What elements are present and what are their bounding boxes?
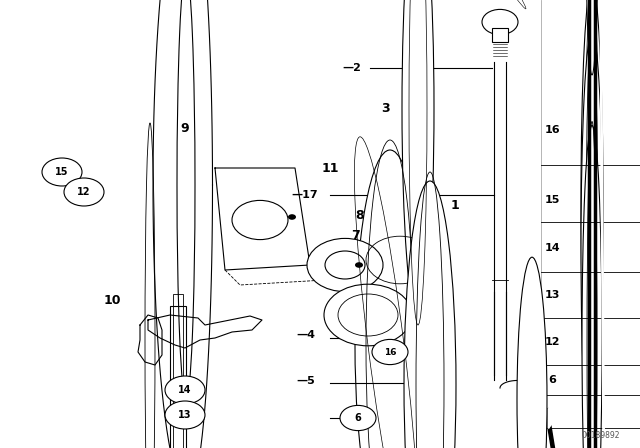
Circle shape	[482, 9, 518, 34]
Circle shape	[307, 238, 383, 292]
Text: 11: 11	[321, 161, 339, 175]
Ellipse shape	[402, 0, 434, 319]
Ellipse shape	[581, 0, 603, 416]
Text: 3: 3	[381, 102, 389, 115]
Text: 7: 7	[351, 228, 360, 241]
Polygon shape	[548, 408, 620, 448]
Text: —17: —17	[292, 190, 318, 200]
Circle shape	[372, 340, 408, 365]
Text: 14: 14	[179, 385, 192, 395]
Text: 13: 13	[544, 290, 560, 300]
Ellipse shape	[404, 181, 456, 448]
Text: 13: 13	[179, 410, 192, 420]
Polygon shape	[153, 0, 212, 448]
Text: 12: 12	[544, 337, 560, 347]
Bar	[492, 28, 508, 42]
Text: 16: 16	[544, 125, 560, 135]
Circle shape	[288, 214, 296, 220]
Polygon shape	[148, 315, 262, 348]
Text: 15: 15	[544, 195, 560, 205]
Text: 1: 1	[451, 198, 460, 211]
Circle shape	[324, 284, 412, 346]
Polygon shape	[215, 168, 310, 270]
Circle shape	[165, 376, 205, 404]
Circle shape	[352, 226, 448, 293]
Ellipse shape	[585, 0, 599, 75]
Bar	[588, 136, 596, 448]
Circle shape	[340, 405, 376, 431]
Ellipse shape	[581, 32, 603, 448]
Text: 10: 10	[103, 293, 121, 306]
Text: 9: 9	[180, 121, 189, 134]
Text: 12: 12	[77, 187, 91, 197]
Text: 15: 15	[55, 167, 68, 177]
Circle shape	[42, 158, 82, 186]
Text: 6: 6	[355, 413, 362, 423]
Text: 8: 8	[356, 208, 364, 221]
Text: 6: 6	[548, 375, 556, 385]
Text: —4: —4	[296, 330, 315, 340]
Text: 16: 16	[384, 348, 396, 357]
Ellipse shape	[582, 125, 602, 448]
Ellipse shape	[517, 257, 547, 448]
Circle shape	[165, 401, 205, 429]
Polygon shape	[138, 315, 162, 365]
Circle shape	[355, 262, 363, 268]
Bar	[173, 294, 183, 448]
Text: 14: 14	[544, 243, 560, 253]
Polygon shape	[548, 408, 562, 428]
Text: —2: —2	[342, 63, 362, 73]
Ellipse shape	[355, 150, 425, 448]
Bar	[587, 303, 597, 448]
Text: 00189892: 00189892	[582, 431, 620, 440]
Text: —5: —5	[296, 376, 315, 386]
Bar	[170, 306, 186, 448]
Circle shape	[64, 178, 104, 206]
